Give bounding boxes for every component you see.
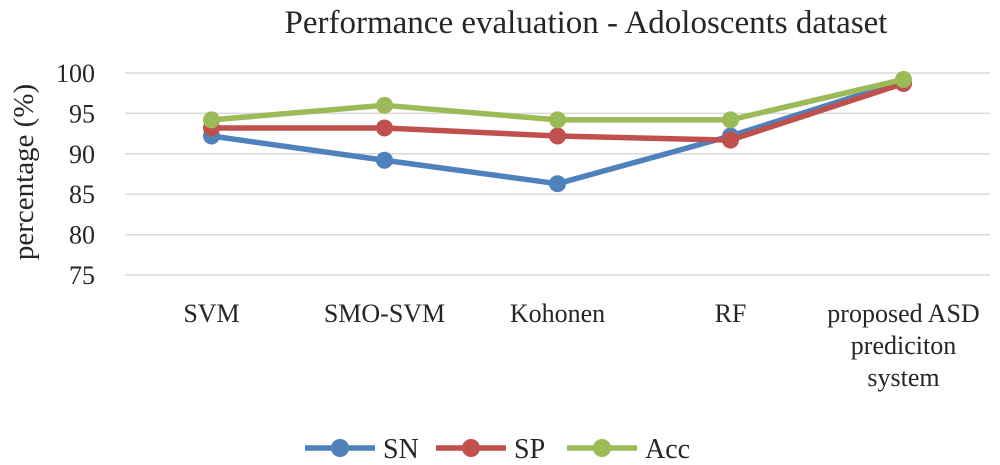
legend-label-sp: SP: [514, 434, 545, 465]
x-tick-label: SVM: [183, 299, 239, 328]
data-point-sp: [722, 131, 739, 149]
y-axis-title: percentage (%): [8, 84, 40, 260]
data-point-sp: [376, 119, 393, 137]
y-tick-label: 100: [56, 59, 95, 88]
legend-marker-acc: [593, 439, 611, 457]
x-tick-label: Kohonen: [510, 299, 605, 328]
x-tick-label-line: SVM: [183, 299, 239, 328]
data-point-sp: [549, 127, 566, 145]
y-tick-label: 80: [69, 221, 95, 250]
gridlines: [125, 72, 990, 276]
legend-label-sn: SN: [383, 434, 419, 465]
x-tick-label: RF: [715, 299, 747, 328]
x-tick-label-line: SMO-SVM: [324, 299, 445, 328]
data-point-acc: [376, 96, 393, 114]
legend-item-sp: SP: [436, 434, 545, 465]
y-tick-label: 75: [69, 261, 95, 290]
x-tick-label: SMO-SVM: [324, 299, 445, 328]
data-point-sn: [549, 175, 566, 193]
series-acc: [203, 70, 912, 129]
data-point-acc: [895, 70, 912, 88]
y-tick-label: 85: [69, 180, 95, 209]
legend-label-acc: Acc: [645, 434, 690, 465]
x-tick-label-line: proposed ASD: [827, 299, 979, 328]
x-tick-label-line: Kohonen: [510, 299, 605, 328]
legend-marker-sp: [462, 439, 480, 457]
x-axis-ticks: SVM SMO-SVM Kohonen RF proposed ASD predicito…: [183, 299, 979, 392]
data-point-sn: [376, 151, 393, 169]
y-tick-label: 90: [69, 140, 95, 169]
chart-title: Performance evaluation - Adoloscents dat…: [285, 5, 888, 41]
series-lines: [203, 70, 912, 193]
legend-marker-sn: [331, 439, 349, 457]
legend: SN SP Acc: [305, 434, 690, 465]
data-point-acc: [549, 111, 566, 129]
data-point-acc: [203, 111, 220, 129]
x-tick-label-line: prediciton: [851, 331, 956, 360]
data-point-acc: [722, 111, 739, 129]
legend-item-sn: SN: [305, 434, 419, 465]
x-tick-label-line: system: [867, 363, 939, 392]
legend-item-acc: Acc: [567, 434, 690, 465]
x-tick-label-line: RF: [715, 299, 747, 328]
y-axis-ticks: 75 80 85 90 95 100: [56, 59, 95, 290]
y-tick-label: 95: [69, 99, 95, 128]
x-tick-label: proposed ASD prediciton system: [827, 299, 979, 392]
